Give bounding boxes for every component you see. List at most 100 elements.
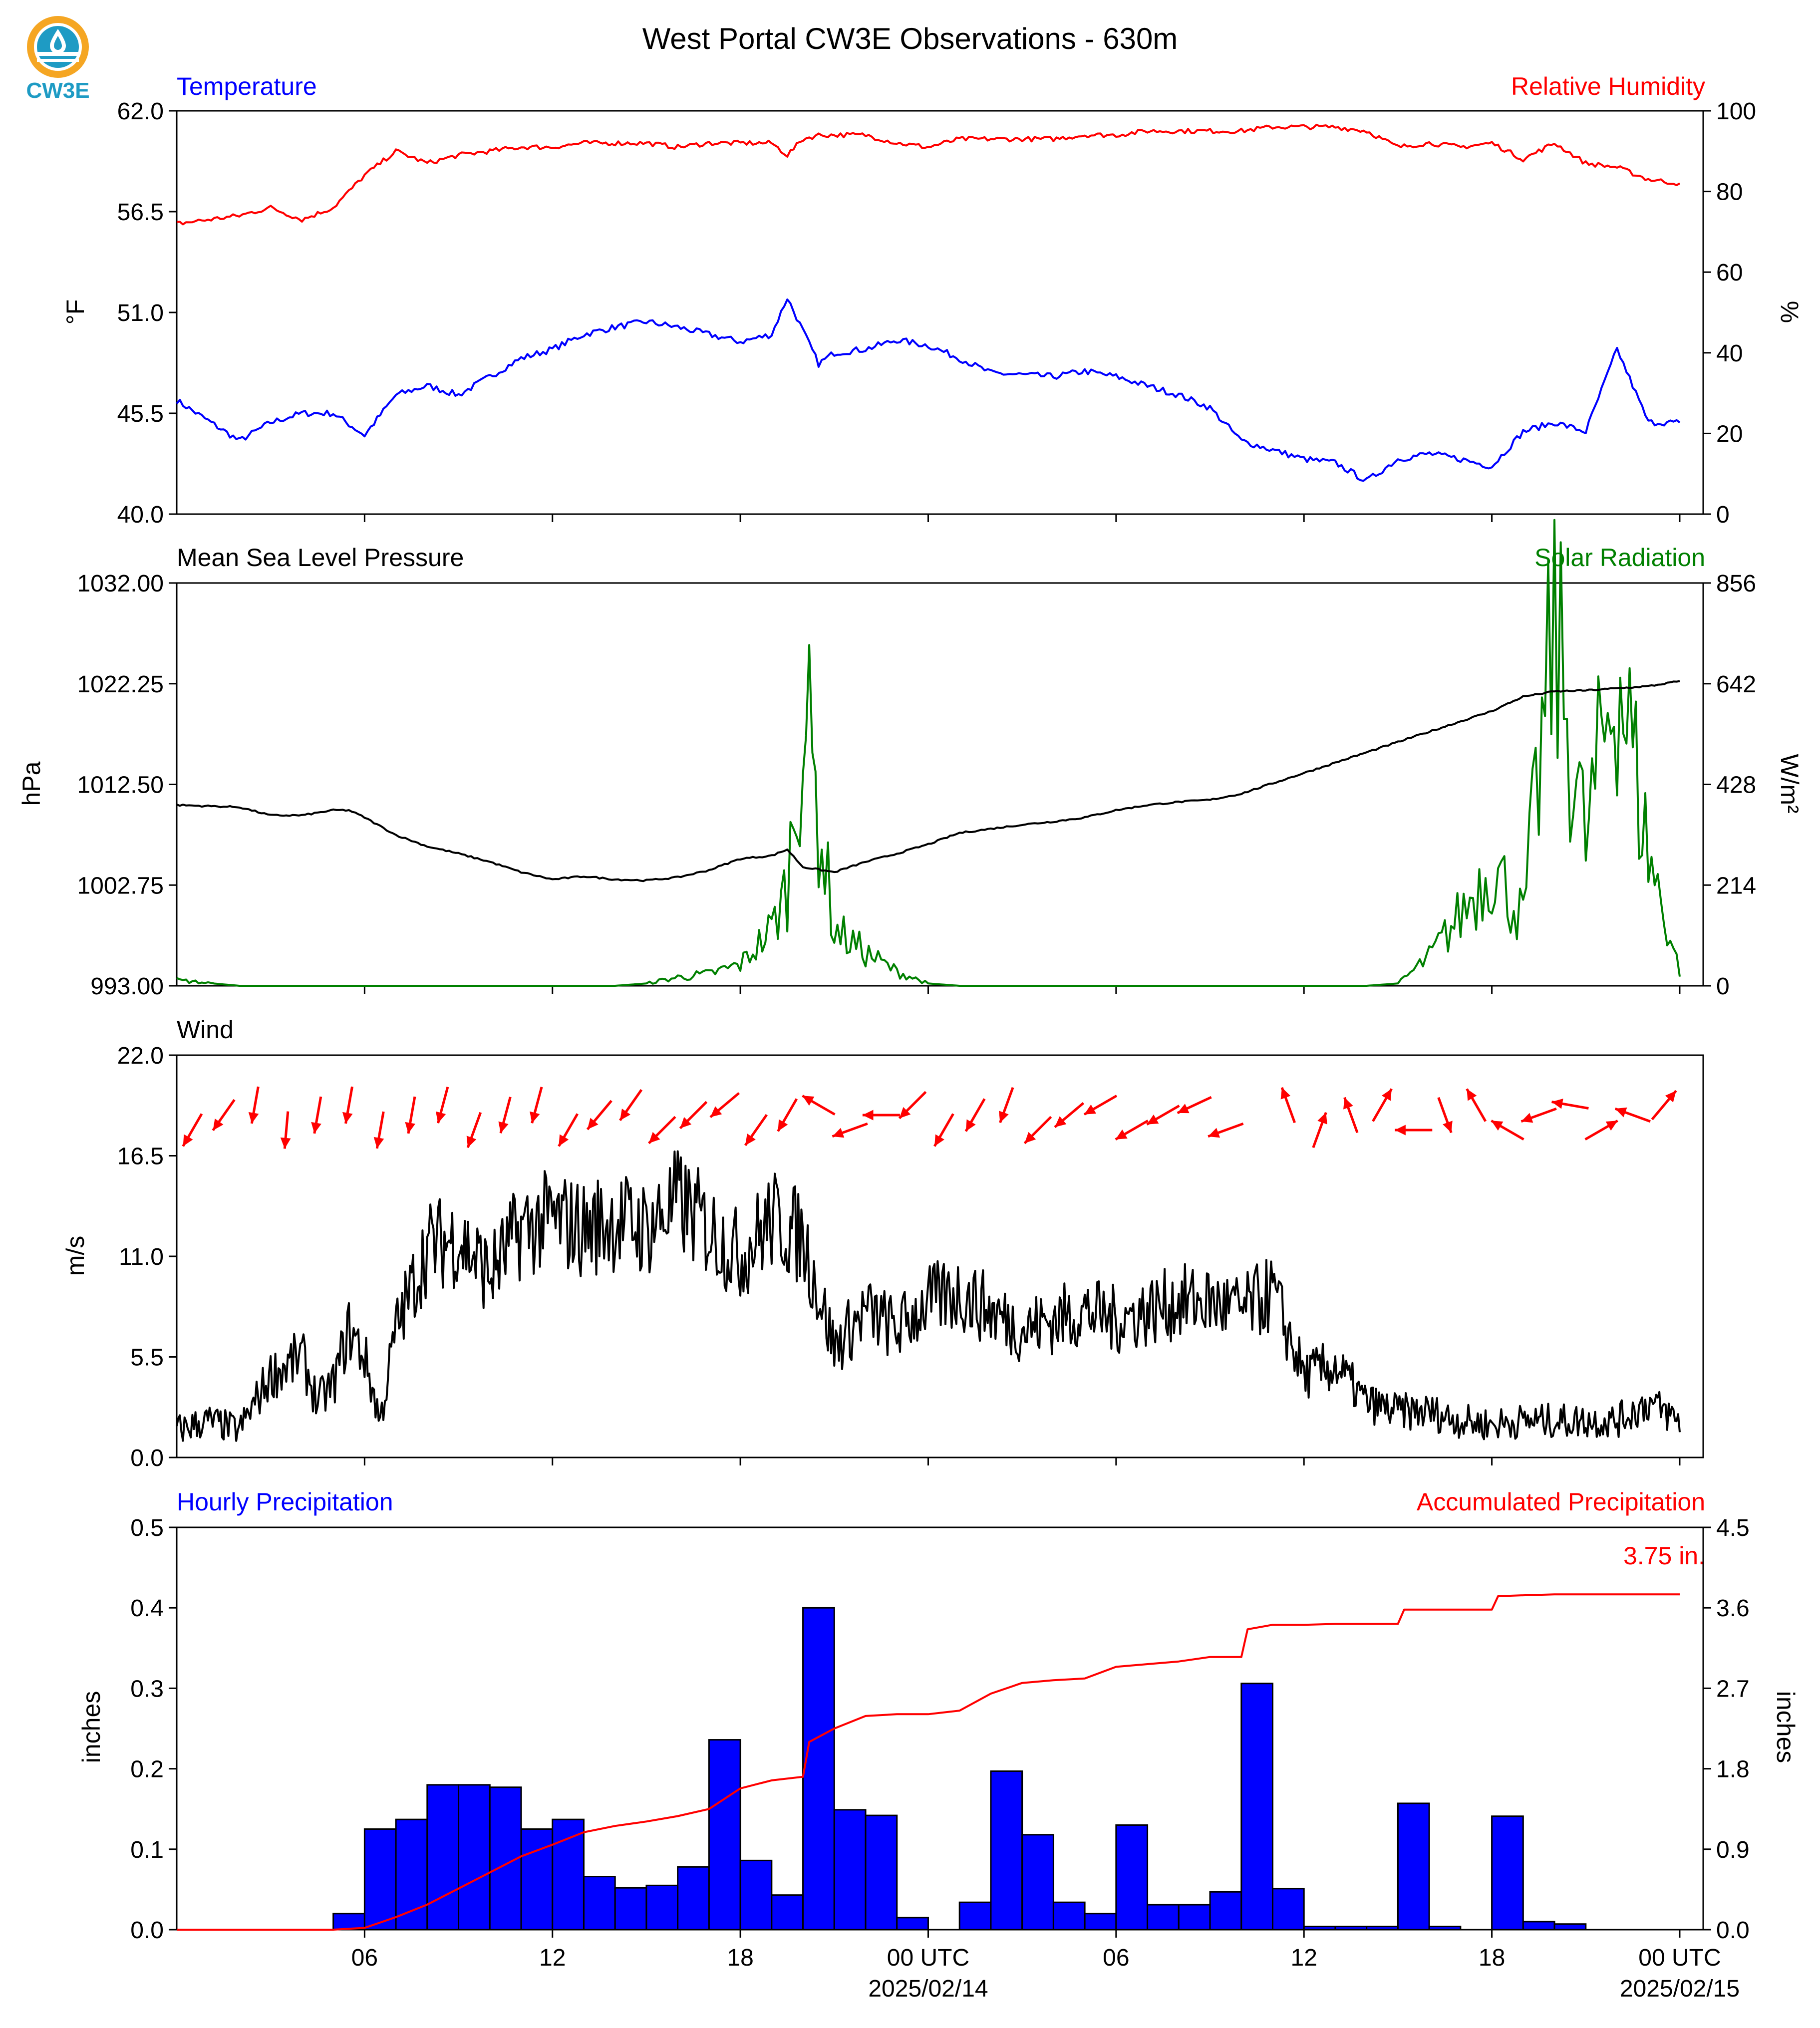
- wind-arrow-head: [435, 1111, 446, 1124]
- precip-bar: [739, 1859, 773, 1931]
- wind-direction-arrow: [898, 1091, 927, 1120]
- y-tick-label-left: 51.0: [117, 300, 164, 326]
- wind-direction-arrow: [342, 1086, 353, 1124]
- y-tick-label-right: 214: [1716, 872, 1756, 899]
- solar-radiation-line: [176, 519, 1681, 987]
- wind-direction-arrow: [182, 1113, 203, 1147]
- precip-bar: [1240, 1683, 1273, 1931]
- wind-arrow-head: [530, 1111, 540, 1124]
- precip-bar: [1021, 1834, 1054, 1931]
- precip-bar: [677, 1866, 710, 1931]
- pressure-title: Mean Sea Level Pressure: [177, 544, 464, 572]
- pressure-solar-axes: 993.00 1002.75 1012.50 1022.25 1032.00 0 214 42…: [77, 571, 1756, 1000]
- wind-speed-line: [176, 1150, 1681, 1442]
- y-tick-label-right: 2.7: [1716, 1676, 1750, 1702]
- hourly-precip-ylabel: inches: [77, 1691, 105, 1763]
- precip-bar: [1271, 1888, 1305, 1931]
- precip-bar: [1366, 1926, 1399, 1931]
- rh-ylabel: %: [1776, 301, 1804, 323]
- plot-frame: [176, 1526, 1704, 1931]
- x-axis-labels: 06 12 18 00 UTC 06 12 18 00 UTC 2025/02/14 2025/0…: [351, 1945, 1740, 2002]
- wind-direction-arrow: [777, 1098, 798, 1132]
- precip-bar: [614, 1887, 647, 1931]
- wind-axes: 0.0 5.5 11.0 16.5 22.0: [117, 1043, 1704, 1471]
- precip-bar: [1052, 1901, 1086, 1931]
- wind-direction-arrow: [648, 1116, 676, 1145]
- wind-arrow-head: [1551, 1098, 1563, 1109]
- precip-plot-area: [177, 1593, 1680, 1931]
- wind-direction-arrow: [832, 1122, 868, 1138]
- wind-direction-arrow: [1651, 1090, 1677, 1121]
- precip-bar: [771, 1894, 804, 1931]
- precip-bar: [1303, 1926, 1336, 1931]
- y-tick-label-left: 1032.00: [77, 571, 164, 597]
- precip-bar: [990, 1770, 1023, 1931]
- wind-direction-arrow: [435, 1087, 449, 1124]
- wind-direction-arrow: [1146, 1105, 1180, 1126]
- x-tick-label: 00 UTC: [1638, 1945, 1721, 1971]
- wind-direction-arrow: [558, 1113, 579, 1147]
- wind-arrow-head: [559, 1134, 569, 1147]
- wind-direction-arrow: [586, 1100, 612, 1131]
- wind-arrow-head: [1605, 1121, 1618, 1131]
- y-tick-label-right: 100: [1716, 98, 1756, 125]
- y-tick-label-right: 0: [1716, 502, 1730, 528]
- y-tick-label-right: 4.5: [1716, 1515, 1750, 1541]
- precip-bar: [458, 1784, 491, 1931]
- wind-direction-arrow: [1551, 1098, 1589, 1110]
- wind-direction-arrow: [248, 1086, 260, 1124]
- precip-bar: [332, 1913, 365, 1931]
- precip-bar: [1491, 1815, 1524, 1931]
- precip-bar: [708, 1739, 741, 1931]
- wind-direction-arrow: [1023, 1116, 1052, 1145]
- x-tick-label: 00 UTC: [887, 1945, 969, 1971]
- precip-bar: [865, 1814, 898, 1931]
- y-tick-label-left: 1012.50: [77, 772, 164, 799]
- accum-precip-ylabel: inches: [1772, 1691, 1800, 1763]
- precip-bar: [802, 1607, 835, 1931]
- y-tick-label-left: 45.5: [117, 401, 164, 427]
- y-tick-label-left: 56.5: [117, 199, 164, 226]
- wind-arrow-head: [183, 1134, 193, 1147]
- temperature-line: [176, 298, 1681, 482]
- panel-wind: Wind m/s 0.0 5.5 11.0 16.5 22.0: [61, 1016, 1704, 1471]
- x-tick-label: 12: [539, 1945, 566, 1971]
- precip-bar: [1084, 1913, 1117, 1931]
- wind-arrow-head: [342, 1112, 353, 1124]
- accum-precip-total: 3.75 in.: [1623, 1542, 1705, 1570]
- y-tick-label-left: 993.00: [90, 973, 164, 1000]
- wind-direction-arrow: [862, 1110, 900, 1121]
- wind-arrow-head: [802, 1096, 815, 1106]
- panel-pressure-solar: Mean Sea Level Pressure Solar Radiation …: [17, 519, 1804, 1000]
- wind-arrow-head: [311, 1122, 321, 1134]
- wind-direction-arrow: [1280, 1087, 1296, 1124]
- wind-direction-arrow: [466, 1112, 482, 1149]
- wind-direction-arrow: [1614, 1107, 1651, 1123]
- wind-direction-arrow: [709, 1092, 740, 1119]
- wind-direction-arrow: [999, 1087, 1014, 1124]
- wind-arrow-head: [999, 1111, 1009, 1123]
- pressure-solar-plot-area: [176, 519, 1681, 987]
- wind-arrow-head: [1115, 1129, 1128, 1140]
- wind-direction-arrow: [1312, 1112, 1327, 1149]
- pressure-line: [176, 680, 1680, 882]
- precip-bar: [520, 1828, 554, 1931]
- x-tick-label: 06: [1103, 1945, 1129, 1971]
- wind-arrow-head: [1381, 1089, 1392, 1101]
- wind-arrow-head: [648, 1132, 660, 1144]
- y-tick-label-right: 642: [1716, 671, 1756, 698]
- wind-arrow-head: [373, 1137, 384, 1149]
- wind-direction-arrow: [1372, 1088, 1393, 1122]
- wind-arrow-head: [1055, 1116, 1067, 1128]
- precip-bar: [583, 1876, 616, 1931]
- temp-rh-axes: 40.0 45.5 51.0 56.5 62.0 0 20 40 60 80 100: [117, 98, 1757, 528]
- wind-direction-arrow: [933, 1113, 954, 1147]
- wind-title: Wind: [177, 1016, 234, 1044]
- wind-direction-arrow: [373, 1111, 385, 1149]
- wind-arrow-head: [832, 1128, 845, 1138]
- y-tick-label-left: 0.1: [130, 1837, 164, 1863]
- wind-arrow-head: [1467, 1089, 1477, 1101]
- wind-direction-arrow: [679, 1101, 708, 1130]
- y-tick-label-right: 80: [1716, 179, 1743, 206]
